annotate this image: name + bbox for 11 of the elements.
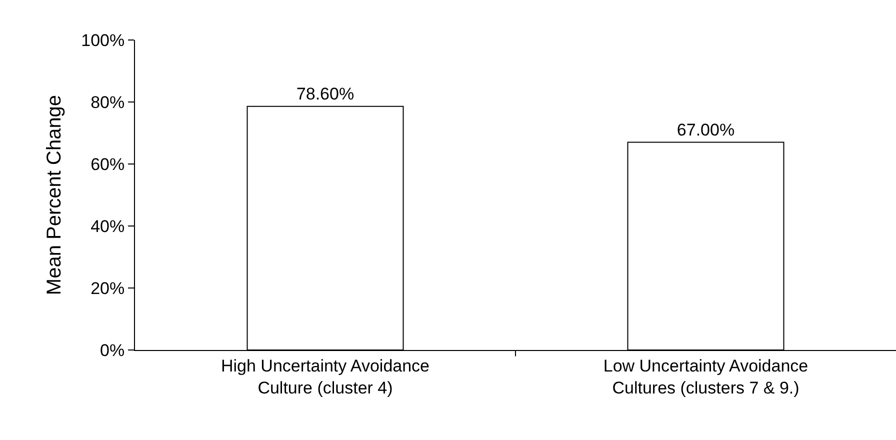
y-tick-label: 40%: [90, 216, 125, 236]
y-tick-label: 0%: [100, 340, 125, 360]
y-axis-title: Mean Percent Change: [44, 94, 66, 296]
data-label: 67.00%: [676, 120, 735, 140]
y-tick-label: 60%: [90, 154, 125, 174]
x-tick-label: High Uncertainty Avoidance Culture (cluster 4): [220, 356, 430, 398]
y-tick-label: 80%: [90, 92, 125, 112]
y-tick-label: 100%: [81, 30, 125, 50]
y-tick-label: 20%: [90, 278, 125, 298]
data-label: 78.60%: [296, 84, 354, 104]
x-tick-label: Low Uncertainty Avoidance Cultures (clusters 7 & 9.): [603, 356, 808, 398]
